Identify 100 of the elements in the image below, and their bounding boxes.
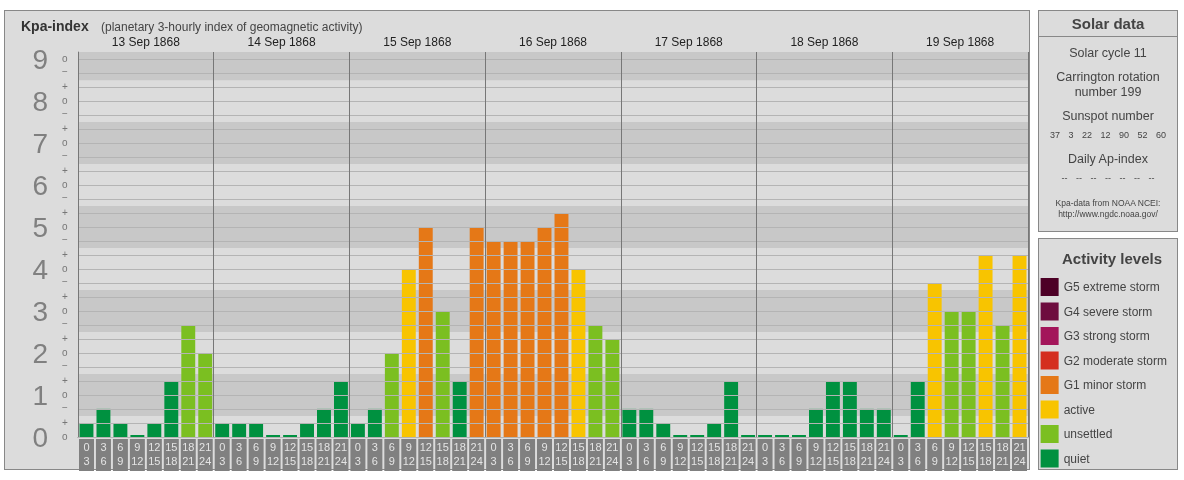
text: Solar data [1039, 11, 1177, 37]
text: + [62, 374, 68, 386]
x-tick-label: 9 12 [402, 441, 415, 467]
text: Daily Ap-index [1067, 152, 1149, 167]
x-tick-label: 3 6 [236, 441, 243, 467]
text: + [62, 332, 68, 344]
text: o [62, 430, 68, 442]
x-tick-label: 15 18 [843, 441, 856, 467]
y-tick-label: 5 [32, 211, 48, 243]
x-tick-label: 15 18 [165, 441, 178, 467]
x-tick-label: 0 3 [354, 441, 361, 467]
text: o [62, 94, 68, 106]
text: Solar cycle 11 [1068, 46, 1148, 61]
x-tick-label: 15 18 [436, 441, 449, 467]
x-tick-label: 6 9 [388, 441, 395, 467]
x-tick-label: 9 12 [266, 441, 280, 467]
x-tick-label: 12 15 [283, 441, 297, 467]
text: − [62, 360, 68, 372]
chart-title: Kpa-index [21, 18, 89, 34]
text: − [62, 402, 68, 414]
x-tick-label: 18 21 [725, 441, 738, 467]
x-tick-label: 21 24 [470, 441, 483, 467]
text: Sunspot number [1061, 109, 1155, 124]
x2-tick-label: 19 Sep 1868 [926, 35, 995, 49]
text: o [62, 262, 68, 274]
x2-tick-label: 15 Sep 1868 [383, 35, 452, 49]
x-tick-label: 6 9 [117, 441, 124, 467]
x-tick-label: 18 21 [453, 441, 466, 467]
x2-tick-label: 16 Sep 1868 [518, 35, 588, 49]
text: − [62, 66, 68, 78]
x-tick-label: 9 12 [131, 441, 144, 467]
text: + [62, 206, 68, 218]
x-tick-label: 3 6 [371, 441, 378, 467]
x-tick-label: 0 3 [626, 441, 633, 467]
x-tick-label: 9 12 [538, 441, 551, 467]
x-tick-label: 6 9 [931, 441, 938, 467]
text: − [62, 192, 68, 204]
text: + [62, 290, 68, 302]
y-tick-label: 6 [32, 169, 48, 201]
x-tick-label: 18 21 [589, 441, 602, 467]
x-tick-label: 6 9 [795, 441, 803, 467]
y-tick-label: 0 [32, 421, 48, 453]
x-tick-label: 9 12 [945, 441, 958, 467]
y-tick-label: 7 [32, 127, 48, 159]
x-tick-label: 3 6 [507, 441, 514, 467]
text: + [62, 122, 68, 134]
text: o [62, 388, 68, 400]
text: − [62, 234, 68, 246]
x2-tick-label: 17 Sep 1868 [654, 35, 724, 49]
x-tick-label: 18 21 [860, 441, 873, 467]
x-tick-label: 21 24 [1013, 441, 1026, 467]
x-tick-label: 3 6 [778, 441, 786, 467]
x-tick-label: 6 9 [524, 441, 531, 467]
y-tick-label: 3 [32, 295, 48, 327]
text: o [62, 220, 68, 232]
x-tick-label: 15 18 [572, 441, 585, 467]
x2-tick-label: 13 Sep 1868 [111, 35, 181, 49]
x-tick-label: 12 15 [148, 441, 161, 467]
x-tick-label: 12 15 [691, 441, 704, 467]
text: Kpa-data from NOAA NCEI: http://www.ngdc.noaa.gov/ [1054, 198, 1162, 220]
chart-subtitle: (planetary 3-hourly index of geomagnetic activity) [101, 20, 363, 34]
legend-label: G1 minor storm [1063, 378, 1147, 392]
x-tick-label: 3 6 [643, 441, 650, 467]
text: Carrington rotation number 199 [1055, 70, 1161, 100]
x-tick-label: 21 24 [877, 441, 890, 467]
text: o [62, 52, 68, 64]
legend-label: G3 strong storm [1063, 329, 1150, 343]
text: − [62, 150, 68, 162]
legend-label: G2 moderate storm [1063, 353, 1167, 368]
x-tick-label: 0 3 [83, 441, 90, 467]
x2-tick-label: 14 Sep 1868 [247, 35, 316, 49]
x-tick-label: 3 6 [100, 441, 107, 467]
text: 37 3 22 12 90 52 60 [1048, 129, 1168, 142]
x-tick-label: 9 12 [674, 441, 687, 467]
y-tick-label: 4 [32, 253, 48, 285]
text: -- -- -- -- -- -- -- [1060, 172, 1156, 185]
x-tick-label: 6 9 [660, 441, 667, 467]
y-tick-label: 2 [32, 337, 48, 369]
y-tick-label: 8 [32, 85, 48, 117]
text: + [62, 164, 68, 176]
text: o [62, 178, 68, 190]
text: o [62, 136, 68, 148]
x-tick-label: 0 3 [897, 441, 904, 467]
legend-label: G4 severe storm [1063, 304, 1153, 319]
x-tick-label: 3 6 [914, 441, 921, 467]
x-tick-label: 9 12 [809, 441, 823, 467]
legend-label: unsettled [1063, 427, 1113, 441]
legend-label: active [1063, 402, 1096, 417]
x-tick-label: 18 21 [996, 441, 1009, 467]
text: − [62, 276, 68, 288]
x-tick-label: 12 15 [419, 441, 432, 467]
y-tick-label: 1 [32, 379, 48, 411]
x-tick-label: 18 21 [182, 441, 195, 467]
x-tick-label: 0 3 [490, 441, 497, 467]
legend-title: Activity levels [1061, 250, 1163, 267]
x-tick-label: 12 15 [962, 441, 975, 467]
x-tick-label: 15 18 [708, 441, 721, 467]
x-tick-label: 15 18 [300, 441, 314, 467]
x-tick-label: 21 24 [199, 441, 212, 467]
text: − [62, 318, 68, 330]
